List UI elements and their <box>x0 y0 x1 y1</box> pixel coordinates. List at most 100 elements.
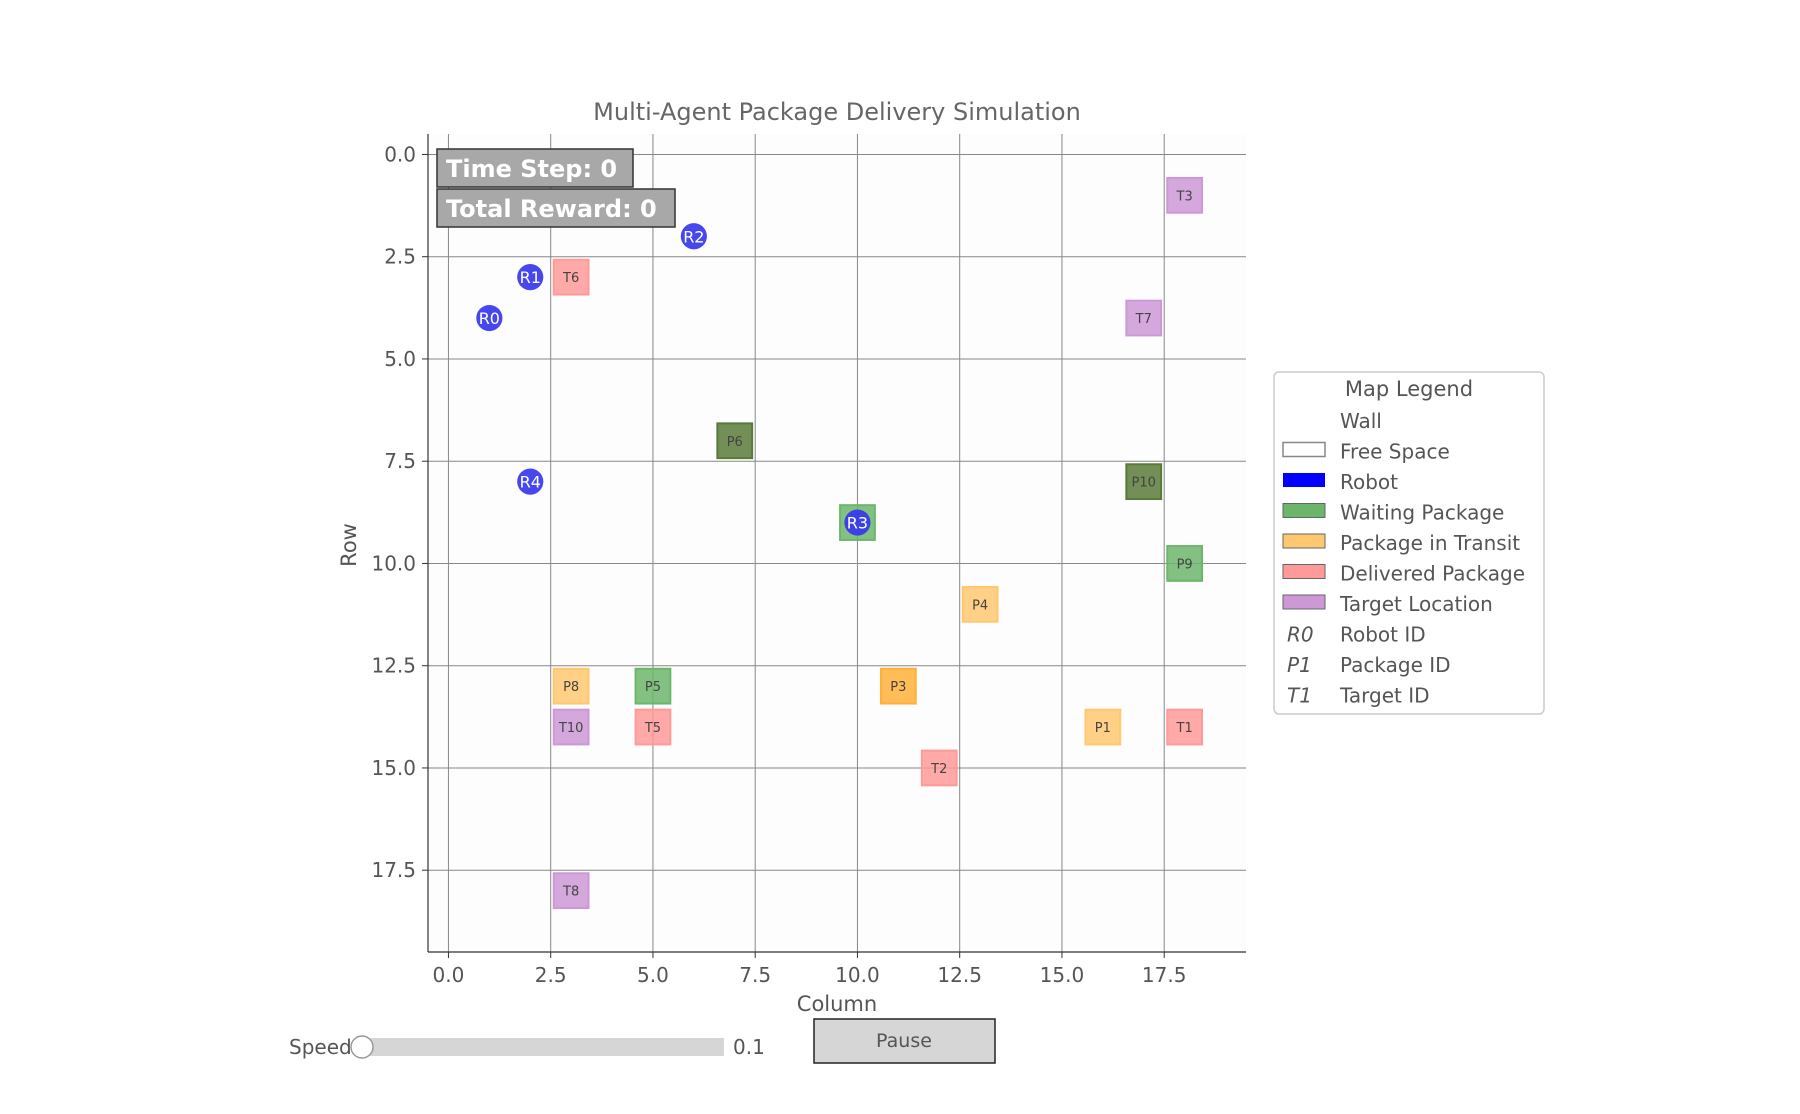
legend-item-delivered: Delivered Package <box>1282 562 1525 586</box>
map-cell-p1: P1 <box>1084 708 1122 746</box>
map-cell-t5: T5 <box>634 708 672 746</box>
cell-id-label: P1 <box>1095 721 1111 736</box>
legend-symbol: R0 <box>1287 623 1314 647</box>
legend-label: Wall <box>1340 409 1382 433</box>
robot-marker <box>680 223 707 250</box>
legend-label: Delivered Package <box>1340 562 1525 586</box>
map-cell-t7: T7 <box>1125 299 1163 337</box>
x-tick-label: 12.5 <box>937 963 982 987</box>
speed-slider-track[interactable] <box>362 1038 724 1056</box>
legend-item-text: T1 Target ID <box>1287 684 1430 708</box>
plot-title: Multi-Agent Package Delivery Simulation <box>593 98 1081 126</box>
legend-swatch-target <box>1282 594 1326 610</box>
cell-id-label: T7 <box>1135 312 1152 327</box>
cell-id-label: P6 <box>727 435 743 450</box>
legend-swatch-waiting <box>1282 503 1326 518</box>
x-tick-label: 7.5 <box>739 963 771 987</box>
legend-item-text: P1 Package ID <box>1287 653 1451 677</box>
y-tick-labels: 0.0 2.5 5.0 7.5 10.0 12.5 15.0 17.5 <box>371 142 428 882</box>
legend-item-free: Free Space <box>1282 440 1450 464</box>
y-tick-label: 15.0 <box>371 756 416 780</box>
grid-lines <box>428 134 1246 952</box>
robot-r4: R4 <box>517 468 544 495</box>
legend-swatch-free <box>1282 441 1326 458</box>
legend-item-wall: Wall <box>1282 409 1382 433</box>
legend-label: Waiting Package <box>1340 501 1504 525</box>
waiting-cell <box>634 667 672 705</box>
pause-button[interactable]: Pause <box>813 1018 996 1064</box>
y-tick-label: 17.5 <box>371 858 416 882</box>
robot-id-label: R0 <box>479 309 500 328</box>
map-cell-p8: P8 <box>552 667 590 705</box>
x-tick-label: 2.5 <box>535 963 567 987</box>
time-step-box: Time Step: 0 <box>436 148 634 188</box>
robot-id-label: R4 <box>520 473 541 492</box>
legend-title: Map Legend <box>1345 377 1473 401</box>
legend-swatch-delivered <box>1282 564 1326 579</box>
legend-item-target: Target Location <box>1282 592 1493 616</box>
target-cell <box>552 872 590 910</box>
map-cell-t10: T10 <box>552 708 590 746</box>
robots: R0 R1 R2 R3 R4 <box>476 223 871 536</box>
transit-cell <box>961 585 999 623</box>
map-cell-p3: P3 <box>879 667 917 705</box>
target-cell <box>552 708 590 746</box>
robot-id-label: R3 <box>847 514 868 533</box>
cell-id-label: T10 <box>558 721 583 736</box>
legend-label: Robot <box>1340 470 1398 494</box>
x-tick-labels: 0.0 2.5 5.0 7.5 10.0 12.5 15.0 17.5 <box>433 952 1187 987</box>
cell-id-label: P4 <box>972 598 988 613</box>
x-tick-label: 5.0 <box>637 963 669 987</box>
map-cell-p5: P5 <box>634 667 672 705</box>
delivered-cell <box>1166 708 1204 746</box>
legend-swatch-wall <box>1282 411 1326 427</box>
y-tick-label: 0.0 <box>384 142 416 166</box>
legend-swatch-transit <box>1282 533 1326 549</box>
robot-r1: R1 <box>517 264 544 291</box>
legend-symbol: T1 <box>1287 684 1312 708</box>
map-cell-p6: P6 <box>716 422 754 460</box>
speed-slider-handle[interactable] <box>350 1035 374 1059</box>
x-tick-label: 10.0 <box>835 963 880 987</box>
legend-label: Package ID <box>1340 653 1451 677</box>
cell-id-label: P10 <box>1132 476 1156 491</box>
x-tick-label: 17.5 <box>1142 963 1187 987</box>
robot-r0: R0 <box>476 304 503 332</box>
map-cell-p10: P10 <box>1125 463 1163 501</box>
legend-item-robot: Robot <box>1283 470 1398 494</box>
x-tick-label: 15.0 <box>1040 963 1085 987</box>
waiting_dark-cell <box>716 422 754 460</box>
y-tick-label: 12.5 <box>371 654 416 678</box>
map-cell-t2: T2 <box>920 749 958 787</box>
legend-label: Free Space <box>1340 440 1450 464</box>
cell-id-label: T5 <box>644 721 661 736</box>
robot-marker <box>844 509 871 536</box>
cell-id-label: T1 <box>1176 721 1193 736</box>
legend-item-text: R0 Robot ID <box>1287 623 1426 647</box>
map-cell-t1: T1 <box>1166 708 1204 746</box>
x-axis-label: Column <box>797 992 877 1016</box>
robot-r3: R3 <box>844 509 871 536</box>
pause-button-label: Pause <box>876 1030 932 1052</box>
x-tick-label: 0.0 <box>433 963 465 987</box>
cell-id-label: P5 <box>645 680 661 695</box>
legend-label: Target ID <box>1339 684 1430 708</box>
robot-marker <box>517 264 544 291</box>
cell-id-label: P8 <box>563 680 579 695</box>
delivered-cell <box>552 258 590 296</box>
y-tick-label: 7.5 <box>384 449 416 473</box>
y-tick-label: 2.5 <box>384 245 416 269</box>
transit-cell <box>1084 708 1122 746</box>
cell-id-label: T6 <box>562 271 579 286</box>
map-cell-t6: T6 <box>552 258 590 296</box>
target-cell <box>1125 299 1163 337</box>
waiting_dark-cell <box>1125 463 1163 501</box>
cell-id-label: T8 <box>562 885 579 900</box>
time-step-text: Time Step: 0 <box>446 155 617 183</box>
y-tick-label: 5.0 <box>384 347 416 371</box>
cell-id-label: T2 <box>930 762 947 777</box>
legend-item-transit: Package in Transit <box>1282 531 1520 555</box>
axes-frame <box>427 134 1246 953</box>
map-cells: T3 T6 T7 P6 P10 P9 P4 P8 P5 P3 T10 T5 P1 T1 T2 T8 <box>552 176 1204 910</box>
